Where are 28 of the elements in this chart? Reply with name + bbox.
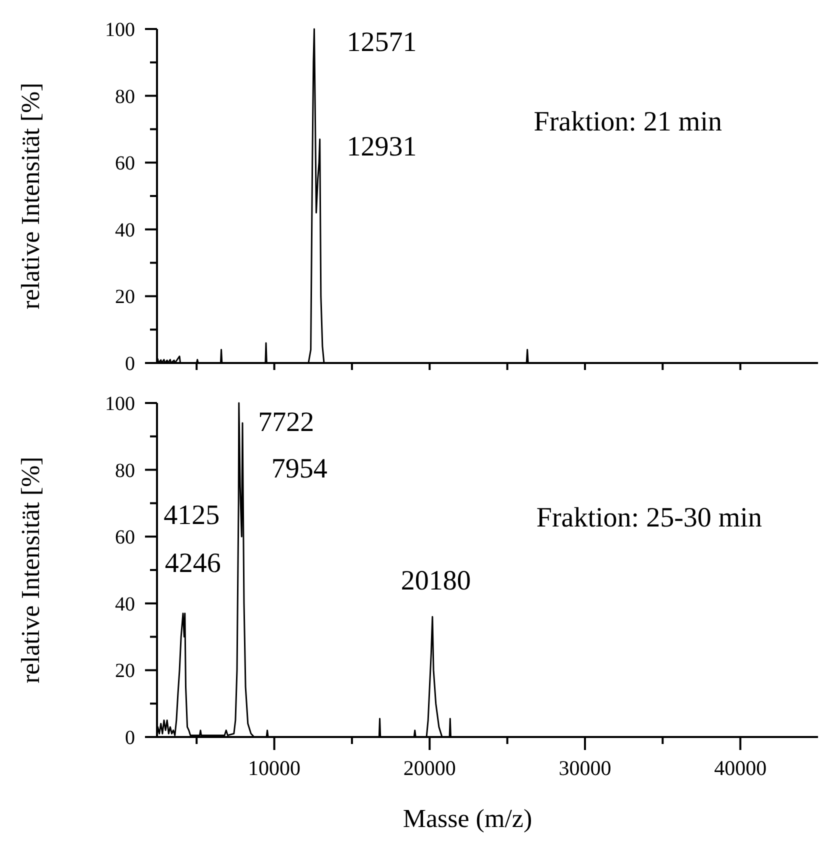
annotation: 12571 bbox=[346, 27, 417, 58]
annotation: 12931 bbox=[346, 132, 417, 163]
y-tick-label: 40 bbox=[115, 219, 135, 242]
annotation: 7722 bbox=[258, 406, 314, 438]
y-tick-label: 0 bbox=[125, 727, 135, 749]
y-tick-label: 0 bbox=[125, 353, 135, 375]
y-tick-label: 100 bbox=[105, 19, 135, 41]
y-tick-label: 60 bbox=[115, 526, 135, 549]
y-axis-title: relative Intensität [%] bbox=[16, 456, 46, 684]
y-tick-label: 60 bbox=[115, 152, 135, 175]
annotation: 4246 bbox=[164, 548, 221, 580]
y-tick-label: 20 bbox=[115, 286, 135, 308]
x-tick-label: 10000 bbox=[248, 756, 301, 780]
annotation: 4125 bbox=[164, 500, 220, 532]
y-tick-label: 40 bbox=[115, 593, 135, 616]
x-tick-label: 40000 bbox=[714, 756, 767, 780]
y-tick-label: 80 bbox=[115, 460, 135, 482]
annotation: 20180 bbox=[400, 565, 471, 596]
x-axis-title: Masse (m/z) bbox=[402, 804, 532, 833]
annotation: Fraktion: 25-30 min bbox=[536, 502, 762, 534]
y-tick-label: 20 bbox=[115, 660, 135, 682]
x-tick-label: 30000 bbox=[558, 756, 612, 780]
y-tick-label: 100 bbox=[105, 393, 135, 415]
y-axis-title: relative Intensität [%] bbox=[16, 82, 46, 310]
annotation: Fraktion: 21 min bbox=[534, 106, 722, 138]
x-tick-label: 20000 bbox=[403, 756, 456, 780]
y-tick-label: 80 bbox=[115, 86, 135, 108]
annotation: 7954 bbox=[271, 454, 328, 485]
